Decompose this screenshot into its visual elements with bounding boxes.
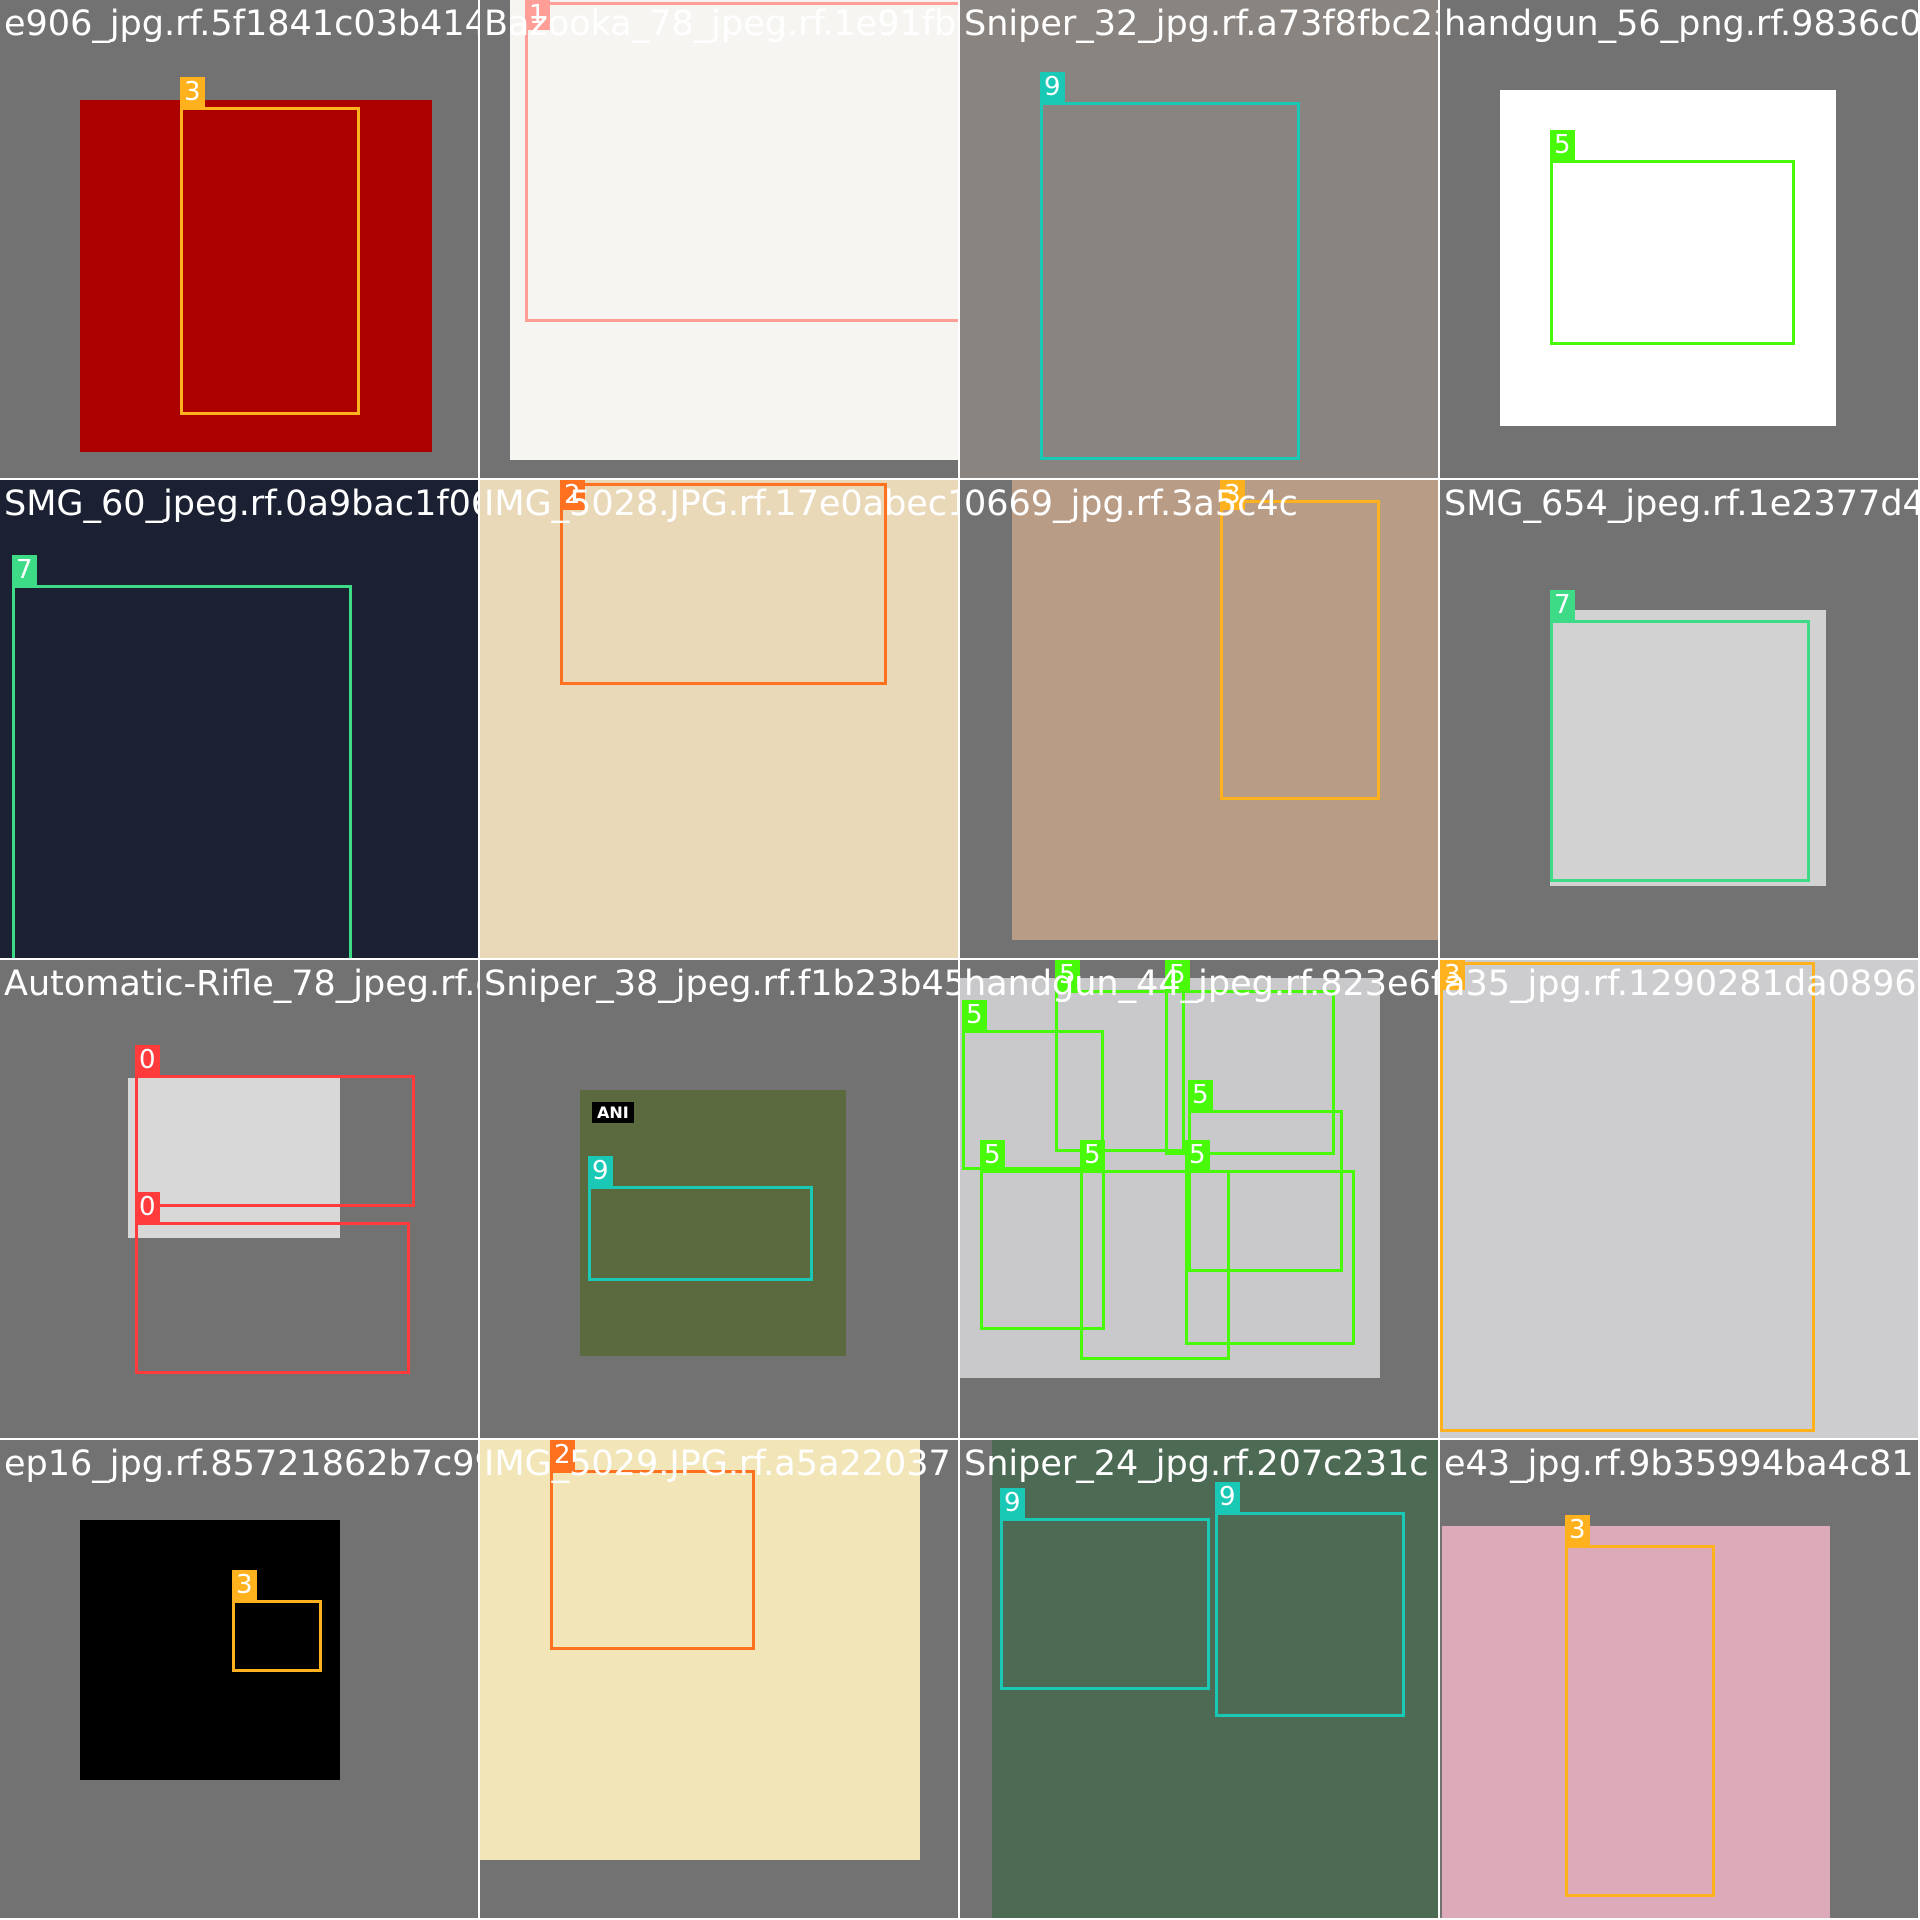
class-label: 7 [12, 555, 37, 585]
detection-box [1188, 1110, 1343, 1272]
detection-box [1000, 1518, 1210, 1690]
detection-box [525, 2, 958, 322]
class-label: 9 [588, 1156, 613, 1186]
detection-box [1550, 620, 1810, 882]
tile-photo [960, 0, 1438, 478]
detection-box [1040, 102, 1300, 460]
tile: 3 e43_jpg.rf.9b35994ba4c81 [1440, 1440, 1918, 1918]
tile-filename: ep16_jpg.rf.85721862b7c99 [4, 1444, 478, 1484]
class-label: 5 [1165, 960, 1190, 990]
tile-photo [1440, 960, 1918, 1438]
tile-filename: SMG_654_jpeg.rf.1e2377d40 [1444, 484, 1918, 524]
class-label: 5 [1055, 960, 1080, 990]
detection-box [1220, 500, 1380, 800]
detection-box [232, 1600, 322, 1672]
class-label: 3 [180, 77, 205, 107]
class-label: 3 [1565, 1515, 1590, 1545]
tile: 9 9 Sniper_24_jpg.rf.207c231c [960, 1440, 1438, 1918]
tile: 3 e906_jpg.rf.5f1841c03b4144 [0, 0, 478, 478]
class-label: 9 [1215, 1482, 1240, 1512]
tile-photo [480, 480, 958, 958]
tile-photo [1012, 480, 1438, 940]
class-label: 5 [962, 1000, 987, 1030]
detection-box [135, 1075, 415, 1207]
detection-box [588, 1186, 813, 1281]
detection-box [1440, 962, 1815, 1432]
class-label: 1 [525, 0, 550, 30]
detection-box [1165, 990, 1335, 1155]
tile-filename: e43_jpg.rf.9b35994ba4c81 [1444, 1444, 1914, 1484]
tile: 2 IMG_5028.JPG.rf.17e0abec1 [480, 480, 958, 958]
class-label: 2 [550, 1440, 575, 1470]
tile-photo [1550, 610, 1826, 886]
detection-box [1550, 160, 1795, 345]
tile: 5 5 5 5 5 5 5 handgun_44_jpeg.rf.823e6f [960, 960, 1438, 1438]
detection-box [1215, 1512, 1405, 1717]
detection-box [560, 483, 887, 685]
detection-box [180, 107, 360, 415]
class-label: 5 [980, 1140, 1005, 1170]
class-label: 7 [1550, 590, 1575, 620]
tile: ANI 9 Sniper_38_jpeg.rf.f1b23b45 [480, 960, 958, 1438]
class-label: 5 [1550, 130, 1575, 160]
tile: 0 0 Automatic-Rifle_78_jpeg.rf.c3 [0, 960, 478, 1438]
class-label: 5 [1188, 1080, 1213, 1110]
tile-photo [80, 100, 432, 452]
class-label: 9 [1000, 1488, 1025, 1518]
watermark-text: ANI [592, 1102, 634, 1123]
detection-box [962, 1030, 1104, 1170]
detection-box [135, 1222, 410, 1374]
tile: 7 SMG_654_jpeg.rf.1e2377d40 [1440, 480, 1918, 958]
tile-photo [128, 1078, 340, 1238]
tile-filename: handgun_56_png.rf.9836c0 [1444, 4, 1918, 44]
class-label: 5 [1080, 1140, 1105, 1170]
tile-photo [480, 1440, 920, 1860]
class-label: 9 [1040, 72, 1065, 102]
class-label: 3 [232, 1570, 257, 1600]
tile-filename: e906_jpg.rf.5f1841c03b4144 [4, 4, 478, 44]
detection-box [980, 1170, 1105, 1330]
detection-box [1185, 1170, 1355, 1345]
detection-box [1080, 1170, 1230, 1360]
class-label: 2 [560, 480, 585, 510]
class-label: 3 [1220, 480, 1245, 510]
class-label: 0 [135, 1192, 160, 1222]
tile-photo: ANI [580, 1090, 846, 1356]
detection-box [12, 585, 352, 958]
detection-box [1565, 1545, 1715, 1897]
tile-photo [1442, 1526, 1830, 1918]
tile-photo [80, 1520, 340, 1780]
tile: 3 a35_jpg.rf.1290281da08963 [1440, 960, 1918, 1438]
tile-filename: Sniper_38_jpeg.rf.f1b23b45 [484, 964, 958, 1004]
tile-filename: Automatic-Rifle_78_jpeg.rf.c3 [4, 964, 478, 1004]
tile-photo [0, 480, 478, 958]
detection-box [1055, 990, 1185, 1152]
tile: 1 Bazooka_78_jpeg.rf.1e91fb9a [480, 0, 958, 478]
class-label: 0 [135, 1045, 160, 1075]
class-label: 3 [1440, 960, 1465, 990]
tile: 3 0669_jpg.rf.3a5c4c [960, 480, 1438, 958]
tile-photo [960, 978, 1380, 1378]
tile-photo [510, 0, 958, 460]
class-label: 5 [1185, 1140, 1210, 1170]
tile: 2 IMG_5029.JPG.rf.a5a22037 [480, 1440, 958, 1918]
tile: 3 ep16_jpg.rf.85721862b7c99 [0, 1440, 478, 1918]
tile: 7 SMG_60_jpeg.rf.0a9bac1f06 [0, 480, 478, 958]
tile: 5 handgun_56_png.rf.9836c0 [1440, 0, 1918, 478]
detection-box [550, 1470, 755, 1650]
